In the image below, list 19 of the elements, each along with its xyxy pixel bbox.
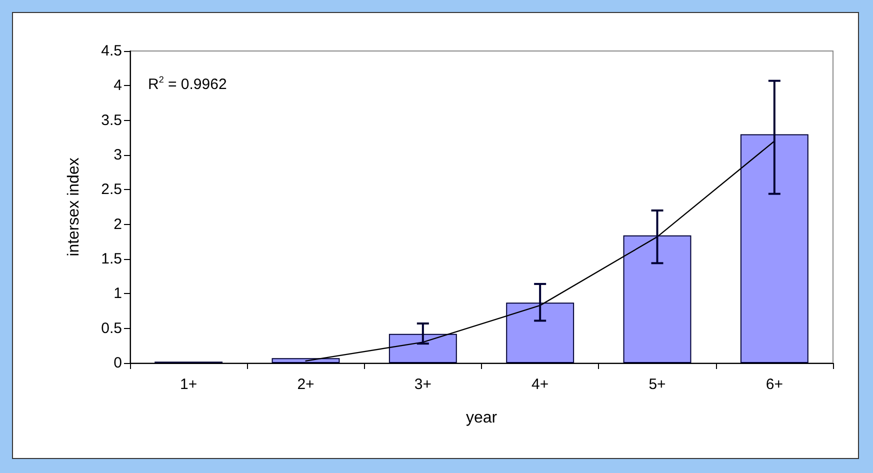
- y-tick-label: 0: [114, 354, 122, 372]
- x-tick-label: 2+: [297, 376, 315, 393]
- bar: [272, 358, 340, 363]
- x-tick-label: 5+: [648, 376, 666, 393]
- y-tick-label: 0.5: [101, 320, 122, 337]
- y-tick-label: 1.5: [101, 250, 122, 268]
- y-tick-label: 4.5: [101, 42, 122, 60]
- x-tick-label: 1+: [180, 376, 198, 393]
- y-axis-title: intersex index: [66, 158, 82, 256]
- y-tick-label: 4: [114, 77, 122, 94]
- x-tick-label: 3+: [414, 376, 432, 393]
- x-tick-label: 4+: [532, 376, 549, 393]
- y-tick-label: 3: [114, 146, 122, 164]
- y-tick-label: 1: [114, 285, 122, 302]
- y-tick-label: 3.5: [101, 112, 122, 129]
- y-tick-label: 2: [114, 216, 122, 233]
- x-axis-title: year: [466, 410, 498, 426]
- x-tick-label: 6+: [766, 376, 784, 393]
- y-tick-label: 2.5: [101, 181, 122, 198]
